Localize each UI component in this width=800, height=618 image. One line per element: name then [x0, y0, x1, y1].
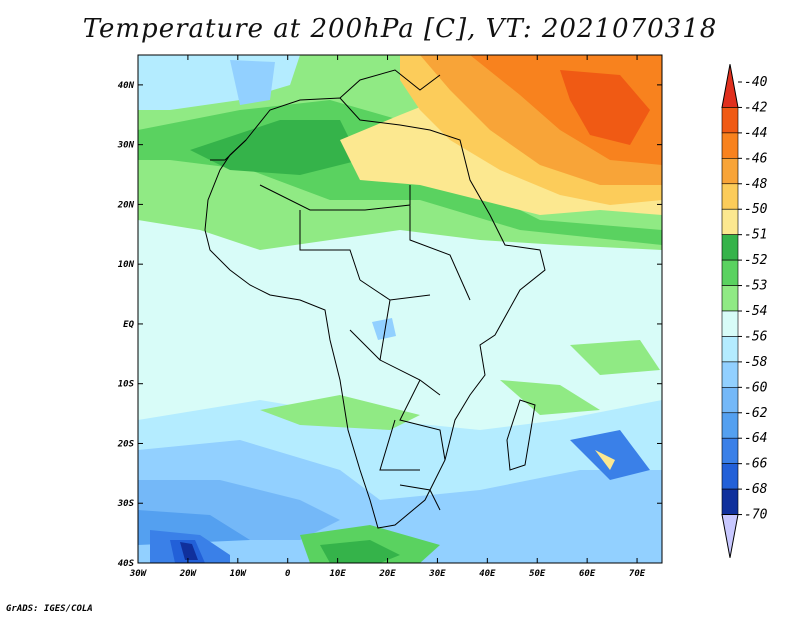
x-tick-label: 70E [629, 569, 646, 579]
x-tick-label: 40E [479, 569, 496, 579]
colorbar-label: -70 [744, 508, 768, 523]
map-title: Temperature at 200hPa [C], VT: 202107031… [82, 14, 718, 44]
x-tick-label: 30E [428, 569, 446, 579]
colorbar-label: -40 [744, 75, 768, 90]
colorbar-swatch [721, 514, 739, 558]
colorbar-swatch [721, 158, 739, 185]
colorbar-swatch [721, 412, 739, 439]
colorbar-label: -58 [744, 355, 768, 370]
x-tick-label: 30W [129, 569, 148, 579]
colorbar-swatch [721, 336, 739, 363]
y-tick-label: EQ [123, 320, 134, 330]
colorbar-label: -60 [744, 380, 768, 395]
x-axis: 30W 20W 10W 0 10E 20E 30E 40E 50E 60E 70E [129, 55, 646, 579]
colorbar: -40 -42 -44 -46 -48 -50 -51 -52 -53 -54 -56 -58 -60 -… [721, 64, 768, 558]
colorbar-swatch [721, 285, 739, 312]
colorbar-label: -48 [744, 177, 768, 192]
colorbar-label: -52 [744, 253, 768, 268]
colorbar-swatch [721, 387, 739, 414]
colorbar-swatch [721, 361, 739, 388]
y-tick-label: 10N [118, 260, 135, 270]
colorbar-label: -56 [744, 329, 768, 344]
colorbar-label: -42 [744, 100, 768, 115]
colorbar-label: -68 [744, 482, 768, 497]
colorbar-label: -62 [744, 406, 768, 421]
coastlines [204, 69, 546, 529]
y-axis: 40N 30N 20N 10N EQ 10S 20S 30S 40S [117, 81, 662, 569]
x-tick-label: 20E [378, 569, 396, 579]
y-tick-label: 20N [117, 200, 135, 210]
x-tick-label: 50E [529, 569, 546, 579]
colorbar-swatch [721, 488, 739, 515]
colorbar-label: -53 [744, 279, 767, 294]
colorbar-swatch [721, 208, 739, 235]
y-tick-label: 40N [118, 81, 135, 91]
colorbar-swatch [721, 234, 739, 261]
colorbar-swatch [721, 259, 739, 286]
x-tick-label: 60E [579, 569, 596, 579]
y-tick-label: 10S [118, 380, 135, 390]
colorbar-swatch [721, 107, 739, 134]
grads-credit: GrADS: IGES/COLA [6, 604, 93, 614]
temperature-field [138, 55, 662, 563]
colorbar-label: -64 [744, 431, 767, 446]
colorbar-swatch [721, 463, 739, 490]
colorbar-label: -66 [744, 457, 768, 472]
colorbar-label: -51 [744, 228, 767, 243]
colorbar-swatch [721, 64, 739, 108]
y-tick-label: 30S [117, 499, 135, 509]
colorbar-swatch [721, 132, 739, 159]
y-tick-label: 40S [118, 559, 135, 569]
x-tick-label: 0 [285, 569, 291, 579]
colorbar-label: -54 [744, 304, 767, 319]
x-tick-label: 10E [329, 569, 346, 579]
x-tick-label: 20W [179, 569, 198, 579]
map-frame [137, 54, 663, 564]
colorbar-label: -50 [744, 202, 768, 217]
y-tick-label: 20S [117, 439, 135, 449]
y-tick-label: 30N [117, 141, 135, 151]
colorbar-swatch [721, 183, 739, 210]
colorbar-swatch [721, 310, 739, 337]
colorbar-label: -44 [744, 126, 767, 141]
x-tick-label: 10W [230, 569, 248, 579]
colorbar-swatch [721, 437, 739, 464]
colorbar-label: -46 [744, 151, 768, 166]
